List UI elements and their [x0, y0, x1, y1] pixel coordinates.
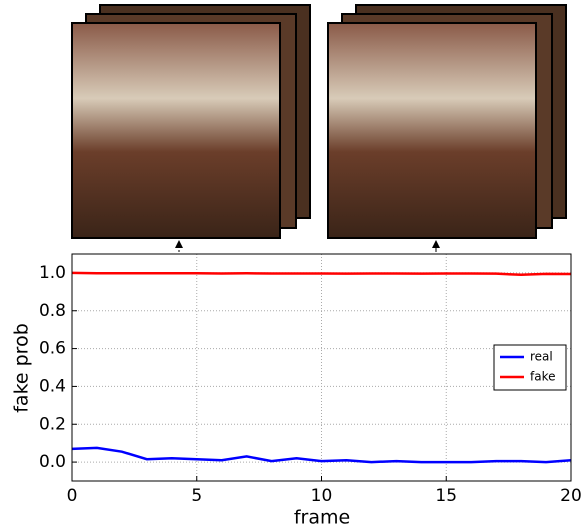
- pointer-arrow: [432, 240, 440, 248]
- y-tick-label: 0.2: [39, 414, 66, 434]
- right-frame-stack: [327, 4, 567, 239]
- x-tick-label: 15: [435, 486, 457, 506]
- y-tick-label: 0.8: [39, 301, 66, 321]
- y-tick-label: 0.6: [39, 339, 66, 359]
- data-line: [71, 446, 572, 464]
- data-line: [71, 271, 572, 277]
- frame-image: [71, 22, 281, 239]
- left-frame-stack: [71, 4, 311, 239]
- pointer-arrow: [175, 240, 183, 248]
- x-tick-label: 5: [191, 486, 202, 506]
- frame-image: [327, 22, 537, 239]
- x-tick-label: 0: [67, 486, 78, 506]
- y-tick-label: 0.0: [39, 452, 66, 472]
- y-tick-label: 0.4: [39, 376, 66, 396]
- plot-frame: [71, 253, 572, 482]
- x-tick-label: 10: [311, 486, 333, 506]
- legend-label: fake: [530, 370, 555, 384]
- y-axis-label: fake prob: [11, 323, 33, 413]
- legend-label: real: [530, 350, 553, 364]
- legend-box: [493, 344, 567, 391]
- x-axis-label: frame: [294, 507, 350, 529]
- y-tick-label: 1.0: [39, 263, 66, 283]
- x-tick-label: 20: [560, 486, 582, 506]
